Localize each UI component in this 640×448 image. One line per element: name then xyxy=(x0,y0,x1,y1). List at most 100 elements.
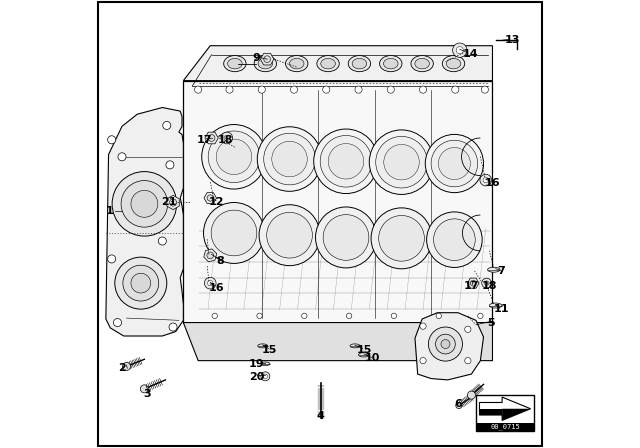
Ellipse shape xyxy=(258,344,268,348)
Circle shape xyxy=(369,130,434,194)
Circle shape xyxy=(355,86,362,93)
Circle shape xyxy=(328,143,364,179)
Ellipse shape xyxy=(442,56,465,72)
Circle shape xyxy=(470,280,476,286)
Polygon shape xyxy=(502,409,531,420)
Circle shape xyxy=(384,144,419,180)
Circle shape xyxy=(391,313,397,319)
Circle shape xyxy=(301,313,307,319)
Circle shape xyxy=(456,47,463,54)
Polygon shape xyxy=(106,108,184,336)
Text: 13: 13 xyxy=(505,35,520,45)
Circle shape xyxy=(131,273,150,293)
Text: 16: 16 xyxy=(208,283,224,293)
Circle shape xyxy=(441,340,450,349)
Ellipse shape xyxy=(352,58,367,69)
Ellipse shape xyxy=(446,58,461,69)
Circle shape xyxy=(484,281,489,285)
Text: 6: 6 xyxy=(454,399,462,409)
Bar xyxy=(476,395,534,431)
Polygon shape xyxy=(204,193,216,203)
Text: 19: 19 xyxy=(248,359,264,369)
Circle shape xyxy=(379,215,424,261)
Circle shape xyxy=(118,153,126,161)
Circle shape xyxy=(428,327,463,361)
Ellipse shape xyxy=(383,58,398,69)
Circle shape xyxy=(323,86,330,93)
Text: 2: 2 xyxy=(118,363,126,373)
Circle shape xyxy=(314,129,378,194)
Circle shape xyxy=(267,212,312,258)
Ellipse shape xyxy=(490,303,502,308)
Text: 15: 15 xyxy=(356,345,372,355)
Circle shape xyxy=(131,190,158,217)
Circle shape xyxy=(258,86,266,93)
Circle shape xyxy=(320,135,372,187)
Circle shape xyxy=(452,86,459,93)
Ellipse shape xyxy=(415,58,429,69)
Circle shape xyxy=(166,161,174,169)
Circle shape xyxy=(323,215,369,260)
Text: 21: 21 xyxy=(161,198,177,207)
Text: 4: 4 xyxy=(317,411,325,421)
Polygon shape xyxy=(184,46,493,81)
Circle shape xyxy=(108,255,116,263)
Polygon shape xyxy=(479,397,531,420)
Circle shape xyxy=(452,43,467,57)
Text: 18: 18 xyxy=(481,281,497,291)
Text: 11: 11 xyxy=(493,304,509,314)
Polygon shape xyxy=(204,249,217,262)
Ellipse shape xyxy=(358,353,369,357)
Circle shape xyxy=(163,121,171,129)
Circle shape xyxy=(482,278,492,288)
Circle shape xyxy=(419,86,427,93)
Circle shape xyxy=(433,219,476,260)
Circle shape xyxy=(427,212,482,267)
Ellipse shape xyxy=(321,58,335,69)
Circle shape xyxy=(224,135,230,141)
Circle shape xyxy=(465,358,471,364)
Polygon shape xyxy=(467,278,479,288)
Circle shape xyxy=(204,277,216,289)
Ellipse shape xyxy=(411,56,433,72)
Circle shape xyxy=(207,195,213,201)
Circle shape xyxy=(259,205,320,266)
Text: 1: 1 xyxy=(106,206,113,215)
Circle shape xyxy=(272,141,307,177)
Circle shape xyxy=(212,313,218,319)
Polygon shape xyxy=(479,409,502,415)
Text: 20: 20 xyxy=(249,372,264,382)
Circle shape xyxy=(436,334,455,354)
Ellipse shape xyxy=(258,58,273,69)
Circle shape xyxy=(208,131,260,183)
Text: 3: 3 xyxy=(144,389,151,399)
Polygon shape xyxy=(184,81,493,323)
Text: 5: 5 xyxy=(487,319,495,328)
Text: 16: 16 xyxy=(484,178,500,188)
Circle shape xyxy=(202,125,266,189)
Ellipse shape xyxy=(348,56,371,72)
Circle shape xyxy=(371,208,432,269)
Circle shape xyxy=(456,402,462,409)
Ellipse shape xyxy=(350,344,360,348)
Circle shape xyxy=(226,86,233,93)
Circle shape xyxy=(420,323,426,329)
Circle shape xyxy=(257,313,262,319)
Circle shape xyxy=(112,172,177,236)
Circle shape xyxy=(115,257,167,309)
Text: 17: 17 xyxy=(463,281,479,291)
Circle shape xyxy=(425,134,484,193)
Circle shape xyxy=(211,210,257,256)
Text: 9: 9 xyxy=(252,53,260,63)
Circle shape xyxy=(481,86,488,93)
Polygon shape xyxy=(415,313,484,380)
Circle shape xyxy=(170,199,177,206)
Ellipse shape xyxy=(488,267,500,272)
Circle shape xyxy=(264,133,316,185)
Text: 8: 8 xyxy=(217,256,225,266)
Circle shape xyxy=(221,132,233,144)
Circle shape xyxy=(122,362,131,370)
Circle shape xyxy=(113,319,122,327)
Text: 10: 10 xyxy=(365,353,381,363)
Circle shape xyxy=(291,86,298,93)
